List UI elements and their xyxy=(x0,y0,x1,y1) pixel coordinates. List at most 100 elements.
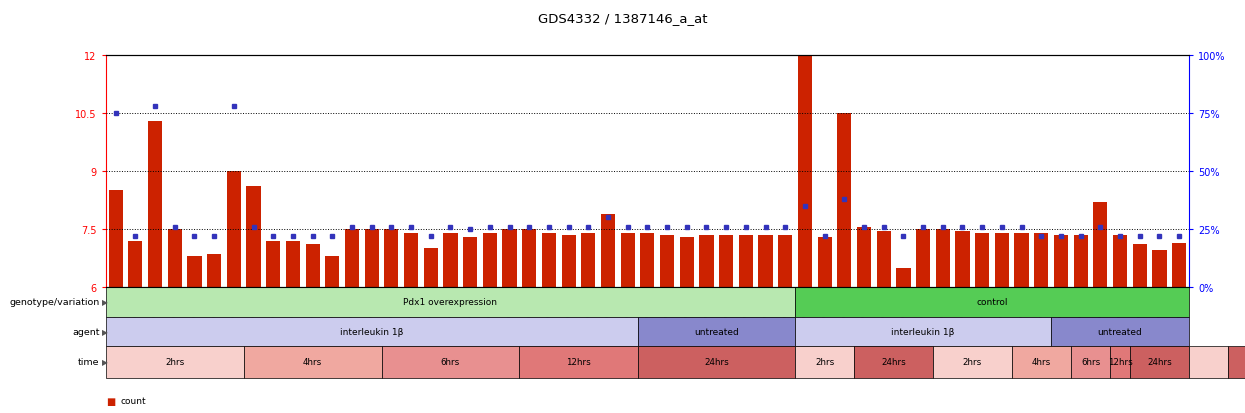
Bar xyxy=(381,347,519,378)
Text: 2hrs: 2hrs xyxy=(166,358,184,367)
Text: control: control xyxy=(976,298,1007,306)
Bar xyxy=(660,235,675,287)
Bar xyxy=(1133,245,1147,287)
Bar xyxy=(148,121,162,287)
Bar xyxy=(325,256,340,287)
Bar xyxy=(286,241,300,287)
Text: time: time xyxy=(78,358,100,367)
Bar xyxy=(857,228,872,287)
Text: 12hrs: 12hrs xyxy=(566,358,591,367)
Bar xyxy=(522,230,537,287)
Bar xyxy=(876,231,891,287)
Bar xyxy=(1053,235,1068,287)
Bar xyxy=(854,347,933,378)
Bar xyxy=(168,230,182,287)
Text: 6hrs: 6hrs xyxy=(441,358,461,367)
Bar xyxy=(581,233,595,287)
Bar xyxy=(345,230,359,287)
Text: 4hrs: 4hrs xyxy=(303,358,322,367)
Text: untreated: untreated xyxy=(693,327,738,336)
Bar xyxy=(403,233,418,287)
Bar xyxy=(720,235,733,287)
Bar xyxy=(244,347,381,378)
Text: 24hrs: 24hrs xyxy=(1236,358,1245,367)
Text: interleukin 1β: interleukin 1β xyxy=(340,327,403,336)
Bar xyxy=(1071,347,1111,378)
Bar xyxy=(680,237,693,287)
Text: ▶: ▶ xyxy=(102,327,108,336)
Bar xyxy=(1111,347,1130,378)
Bar xyxy=(227,171,242,287)
Text: agent: agent xyxy=(72,327,100,336)
Text: Pdx1 overexpression: Pdx1 overexpression xyxy=(403,298,498,306)
Bar xyxy=(365,230,378,287)
Bar xyxy=(700,235,713,287)
Bar xyxy=(601,214,615,287)
Text: 12hrs: 12hrs xyxy=(1108,358,1133,367)
Bar xyxy=(758,235,773,287)
Text: 2hrs: 2hrs xyxy=(962,358,982,367)
Bar xyxy=(1015,233,1028,287)
Text: GDS4332 / 1387146_a_at: GDS4332 / 1387146_a_at xyxy=(538,12,707,25)
Text: ■: ■ xyxy=(106,396,115,406)
Bar xyxy=(106,347,244,378)
Bar xyxy=(106,317,637,347)
Bar xyxy=(796,287,1189,317)
Text: untreated: untreated xyxy=(1098,327,1143,336)
Bar xyxy=(738,235,753,287)
Bar xyxy=(1051,317,1189,347)
Bar xyxy=(1073,235,1088,287)
Bar xyxy=(519,347,637,378)
Text: genotype/variation: genotype/variation xyxy=(10,298,100,306)
Bar xyxy=(818,237,832,287)
Bar xyxy=(933,347,1012,378)
Text: ▶: ▶ xyxy=(102,298,108,306)
Bar xyxy=(1153,251,1167,287)
Text: ▶: ▶ xyxy=(102,358,108,367)
Bar xyxy=(1093,202,1108,287)
Bar xyxy=(266,241,280,287)
Bar xyxy=(1172,243,1186,287)
Bar xyxy=(187,256,202,287)
Bar xyxy=(423,249,438,287)
Bar xyxy=(305,245,320,287)
Text: count: count xyxy=(121,396,147,405)
Bar xyxy=(207,254,222,287)
Text: 24hrs: 24hrs xyxy=(703,358,728,367)
Bar xyxy=(798,56,812,287)
Bar xyxy=(1130,347,1189,378)
Text: interleukin 1β: interleukin 1β xyxy=(891,327,955,336)
Bar xyxy=(542,233,557,287)
Bar xyxy=(1113,235,1127,287)
Bar xyxy=(1229,347,1245,378)
Bar xyxy=(975,233,990,287)
Bar xyxy=(796,347,854,378)
Bar xyxy=(385,230,398,287)
Bar xyxy=(106,287,796,317)
Bar xyxy=(503,230,517,287)
Bar xyxy=(778,235,792,287)
Bar xyxy=(837,114,852,287)
Text: 2hrs: 2hrs xyxy=(815,358,834,367)
Bar xyxy=(916,230,930,287)
Bar xyxy=(247,187,260,287)
Bar xyxy=(128,241,142,287)
Bar xyxy=(1012,347,1071,378)
Bar xyxy=(955,231,970,287)
Bar xyxy=(620,233,635,287)
Bar xyxy=(796,317,1051,347)
Bar xyxy=(1035,233,1048,287)
Bar xyxy=(443,233,458,287)
Text: 2hrs: 2hrs xyxy=(1199,358,1219,367)
Text: 4hrs: 4hrs xyxy=(1032,358,1051,367)
Text: 24hrs: 24hrs xyxy=(1147,358,1172,367)
Bar xyxy=(561,235,575,287)
Text: 24hrs: 24hrs xyxy=(881,358,906,367)
Text: 6hrs: 6hrs xyxy=(1081,358,1101,367)
Bar xyxy=(108,191,123,287)
Bar xyxy=(463,237,477,287)
Bar xyxy=(637,347,796,378)
Bar xyxy=(936,230,950,287)
Bar xyxy=(1189,347,1229,378)
Bar xyxy=(483,233,497,287)
